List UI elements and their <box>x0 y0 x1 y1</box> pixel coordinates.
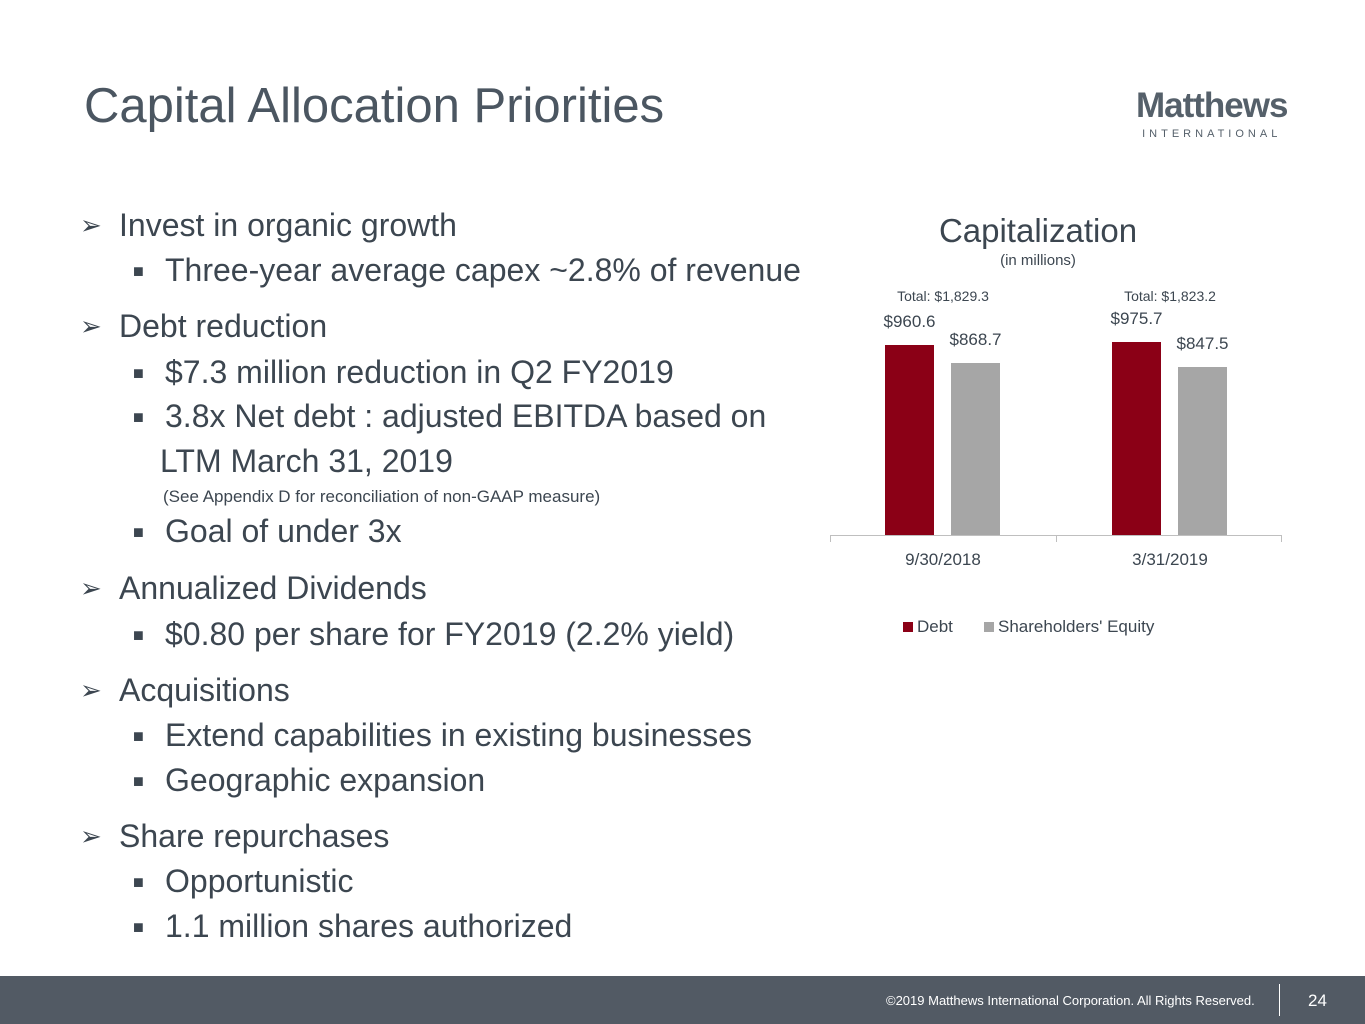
bullet-text: Invest in organic growth <box>119 207 457 243</box>
slide-title: Capital Allocation Priorities <box>84 79 665 133</box>
footer-bar <box>0 976 1365 1024</box>
bullet-text: Debt reduction <box>119 308 328 344</box>
legend-label: Debt <box>917 617 953 636</box>
bar-equity <box>951 363 1000 535</box>
bullet-text: Opportunistic <box>165 863 354 899</box>
bullet-item: ➢ Debt reduction <box>80 308 328 344</box>
square-bullet-icon: ■ <box>133 522 144 542</box>
total-label: Total: $1,823.2 <box>1124 288 1216 304</box>
bullet-item: ➢ Annualized Dividends <box>80 570 427 606</box>
arrow-bullet-icon: ➢ <box>80 573 102 603</box>
bullet-item: ■ Opportunistic <box>133 863 354 899</box>
bullet-text: $7.3 million reduction in Q2 FY2019 <box>165 354 674 390</box>
x-axis-tick <box>830 535 831 542</box>
copyright: ©2019 Matthews International Corporation… <box>886 993 1255 1008</box>
bullet-item: (See Appendix D for reconciliation of no… <box>163 479 600 515</box>
bullet-item: ■ Three-year average capex ~2.8% of reven… <box>133 252 801 288</box>
arrow-bullet-icon: ➢ <box>80 311 102 341</box>
data-label: $847.5 <box>1176 334 1229 354</box>
bullet-item: LTM March 31, 2019 <box>160 443 453 479</box>
footer-divider <box>1279 984 1280 1016</box>
bullet-text: Extend capabilities in existing business… <box>165 717 752 753</box>
bullet-item: ■ $0.80 per share for FY2019 (2.2% yield) <box>133 616 735 652</box>
bullet-text: Share repurchases <box>119 818 390 854</box>
bar-equity <box>1178 367 1227 535</box>
arrow-bullet-icon: ➢ <box>80 821 102 851</box>
square-bullet-icon: ■ <box>133 726 144 746</box>
bullet-text: Acquisitions <box>119 672 290 708</box>
arrow-bullet-icon: ➢ <box>80 210 102 240</box>
page-number: 24 <box>1308 991 1327 1010</box>
bullet-item: ■ $7.3 million reduction in Q2 FY2019 <box>133 354 674 390</box>
bullet-item: ■ 3.8x Net debt : adjusted EBITDA based o… <box>133 398 767 434</box>
bullet-item: ■ Extend capabilities in existing busines… <box>133 717 752 753</box>
bullet-item: ➢ Invest in organic growth <box>80 207 457 243</box>
category-label: 9/30/2018 <box>905 550 981 569</box>
total-label: Total: $1,829.3 <box>897 288 989 304</box>
square-bullet-icon: ■ <box>133 261 144 281</box>
chart-title: Capitalization <box>938 212 1138 249</box>
bullet-text: LTM March 31, 2019 <box>160 443 453 479</box>
bullet-text: Geographic expansion <box>165 762 486 798</box>
square-bullet-icon: ■ <box>133 407 144 427</box>
bullet-item: ■ 1.1 million shares authorized <box>133 908 573 944</box>
bullet-text: (See Appendix D for reconciliation of no… <box>163 487 601 506</box>
bullet-text: Goal of under 3x <box>165 513 402 549</box>
data-label: $868.7 <box>949 330 1002 350</box>
data-label: $960.6 <box>883 312 936 331</box>
bullet-item: ➢ Share repurchases <box>80 818 390 854</box>
bullet-text: Three-year average capex ~2.8% of revenu… <box>165 252 801 288</box>
legend-swatch <box>903 622 913 632</box>
bullet-item: ■ Geographic expansion <box>133 762 486 798</box>
legend-label: Shareholders' Equity <box>998 617 1155 636</box>
square-bullet-icon: ■ <box>133 917 144 937</box>
category-label: 3/31/2019 <box>1132 550 1208 569</box>
bullet-text: 3.8x Net debt : adjusted EBITDA based on <box>165 398 767 434</box>
bar-debt <box>885 345 934 535</box>
arrow-bullet-icon: ➢ <box>80 675 102 705</box>
x-axis-tick <box>1056 535 1057 542</box>
square-bullet-icon: ■ <box>133 771 144 791</box>
bullet-text: 1.1 million shares authorized <box>165 908 573 944</box>
data-label: $975.7 <box>1110 309 1163 328</box>
square-bullet-icon: ■ <box>133 363 144 383</box>
bullet-text: Annualized Dividends <box>119 570 427 606</box>
x-axis-tick <box>1281 535 1282 542</box>
bar-debt <box>1112 342 1161 535</box>
bullet-item: ■ Goal of under 3x <box>133 513 402 549</box>
bullet-item: ➢ Acquisitions <box>80 672 290 708</box>
square-bullet-icon: ■ <box>133 625 144 645</box>
matthews-logo: Matthews INTERNATIONAL <box>1136 86 1288 140</box>
legend-swatch <box>984 622 994 632</box>
bullet-text: $0.80 per share for FY2019 (2.2% yield) <box>165 616 735 652</box>
chart-subtitle: (in millions) <box>1000 252 1076 269</box>
square-bullet-icon: ■ <box>133 872 144 892</box>
